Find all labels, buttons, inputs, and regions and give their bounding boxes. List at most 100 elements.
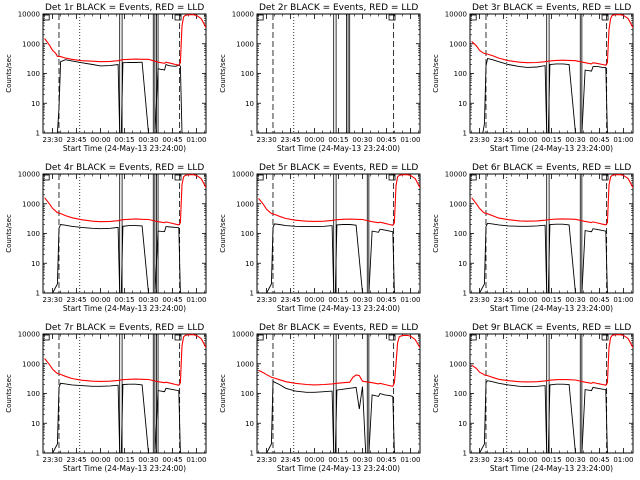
- x-axis-label: Start Time (24-May-13 23:24:00): [63, 464, 186, 473]
- lld-series-line: [44, 334, 206, 386]
- x-tick-label: 00:00: [90, 296, 110, 304]
- x-tick-label: 00:45: [376, 296, 396, 304]
- events-series-line: [258, 380, 420, 453]
- y-tick-label: 1000: [236, 40, 254, 48]
- events-series-line: [471, 222, 633, 293]
- panel-title: Det 3r BLACK = Events, RED = LLD: [472, 3, 631, 13]
- y-tick-label: 10000: [445, 11, 467, 19]
- y-tick-label: 10: [31, 100, 40, 108]
- x-tick-label: 23:45: [66, 456, 86, 464]
- y-tick-label: 10: [245, 420, 254, 428]
- detector-panel-3: Det 3r BLACK = Events, RED = LLD 1 10 100 10…: [432, 3, 634, 153]
- x-tick-label: 23:45: [280, 456, 300, 464]
- x-tick-label: 23:30: [42, 456, 62, 464]
- detector-panel-6: Det 6r BLACK = Events, RED = LLD 1 10 100 10…: [432, 163, 634, 313]
- y-tick-label: 1: [36, 290, 40, 298]
- end-marker-box: [388, 174, 396, 181]
- end-marker-box: [388, 14, 396, 21]
- x-tick-label: 00:15: [328, 456, 348, 464]
- y-tick-label: 1000: [236, 200, 254, 208]
- lld-series-line: [258, 174, 420, 226]
- events-series-line: [44, 382, 206, 453]
- x-tick-label: 23:30: [256, 296, 276, 304]
- lld-series-line: [471, 14, 633, 66]
- x-tick-label: 00:30: [352, 136, 372, 144]
- start-marker-box: [469, 14, 477, 21]
- end-marker-box: [174, 174, 182, 181]
- y-tick-label: 10000: [18, 171, 40, 179]
- x-tick-label: 00:30: [565, 456, 585, 464]
- events-series-line: [44, 59, 206, 133]
- x-axis-label: Start Time (24-May-13 23:24:00): [63, 304, 186, 313]
- lld-series-line: [44, 174, 206, 226]
- x-tick-label: 00:30: [565, 136, 585, 144]
- panel-title: Det 6r BLACK = Events, RED = LLD: [472, 163, 631, 173]
- detector-panel-1: Det 1r BLACK = Events, RED = LLD 1 10 100 10…: [5, 3, 207, 153]
- x-tick-label: 01:00: [400, 456, 420, 464]
- y-axis-label: Counts/sec: [432, 54, 440, 93]
- y-tick-label: 100: [27, 230, 40, 238]
- start-marker-box: [256, 14, 264, 21]
- lld-series-line: [471, 334, 633, 386]
- detector-panel-8: Det 8r BLACK = Events, RED = LLD 1 10 100 10…: [219, 323, 421, 473]
- y-tick-label: 100: [241, 390, 254, 398]
- x-tick-label: 23:45: [66, 296, 86, 304]
- x-tick-label: 23:30: [256, 456, 276, 464]
- y-axis-label: Counts/sec: [219, 374, 227, 413]
- detector-panel-2: Det 2r BLACK = Events, RED = LLD 1 10 100 10…: [219, 3, 421, 153]
- y-tick-label: 1: [463, 450, 467, 458]
- panel-title: Det 8r BLACK = Events, RED = LLD: [259, 323, 418, 333]
- lld-series-line: [258, 334, 420, 387]
- y-axis-label: Counts/sec: [432, 374, 440, 413]
- y-tick-label: 10000: [232, 11, 254, 19]
- x-tick-label: 00:00: [304, 296, 324, 304]
- y-tick-label: 100: [27, 70, 40, 78]
- events-series-line: [471, 380, 633, 453]
- panel-title: Det 9r BLACK = Events, RED = LLD: [472, 323, 631, 333]
- detector-panel-7: Det 7r BLACK = Events, RED = LLD 1 10 100 10…: [5, 323, 207, 473]
- start-marker-box: [42, 334, 50, 341]
- x-tick-label: 01:00: [186, 456, 206, 464]
- x-tick-label: 00:30: [138, 136, 158, 144]
- x-tick-label: 23:30: [256, 136, 276, 144]
- x-tick-label: 00:30: [138, 296, 158, 304]
- y-tick-label: 1000: [22, 360, 40, 368]
- y-tick-label: 100: [27, 390, 40, 398]
- x-tick-label: 00:15: [541, 296, 561, 304]
- y-axis-label: Counts/sec: [5, 214, 13, 253]
- y-tick-label: 10: [31, 420, 40, 428]
- x-tick-label: 00:30: [565, 296, 585, 304]
- y-tick-label: 1: [463, 130, 467, 138]
- x-tick-label: 00:45: [376, 456, 396, 464]
- x-tick-label: 00:00: [517, 296, 537, 304]
- y-tick-label: 100: [241, 70, 254, 78]
- y-tick-label: 100: [241, 230, 254, 238]
- y-tick-label: 1: [250, 450, 254, 458]
- x-tick-label: 00:00: [90, 456, 110, 464]
- x-axis-label: Start Time (24-May-13 23:24:00): [63, 144, 186, 153]
- x-tick-label: 00:45: [162, 296, 182, 304]
- x-tick-label: 01:00: [186, 296, 206, 304]
- y-tick-label: 10: [458, 100, 467, 108]
- y-tick-label: 10: [458, 260, 467, 268]
- y-axis-label: Counts/sec: [432, 214, 440, 253]
- x-tick-label: 23:30: [469, 136, 489, 144]
- y-axis-label: Counts/sec: [5, 374, 13, 413]
- x-tick-label: 00:45: [589, 296, 609, 304]
- x-tick-label: 00:15: [114, 456, 134, 464]
- y-tick-label: 1: [463, 290, 467, 298]
- lld-series-line: [471, 174, 633, 226]
- events-series-line: [44, 224, 206, 293]
- x-tick-label: 23:45: [493, 456, 513, 464]
- y-tick-label: 1000: [236, 360, 254, 368]
- x-tick-label: 23:30: [469, 456, 489, 464]
- y-tick-label: 10: [245, 100, 254, 108]
- y-tick-label: 100: [454, 230, 467, 238]
- x-tick-label: 23:30: [42, 296, 62, 304]
- end-marker-box: [601, 174, 609, 181]
- panel-title: Det 2r BLACK = Events, RED = LLD: [259, 3, 418, 13]
- x-tick-label: 00:45: [376, 136, 396, 144]
- x-axis-label: Start Time (24-May-13 23:24:00): [490, 144, 613, 153]
- x-axis-label: Start Time (24-May-13 23:24:00): [490, 464, 613, 473]
- end-marker-box: [601, 334, 609, 341]
